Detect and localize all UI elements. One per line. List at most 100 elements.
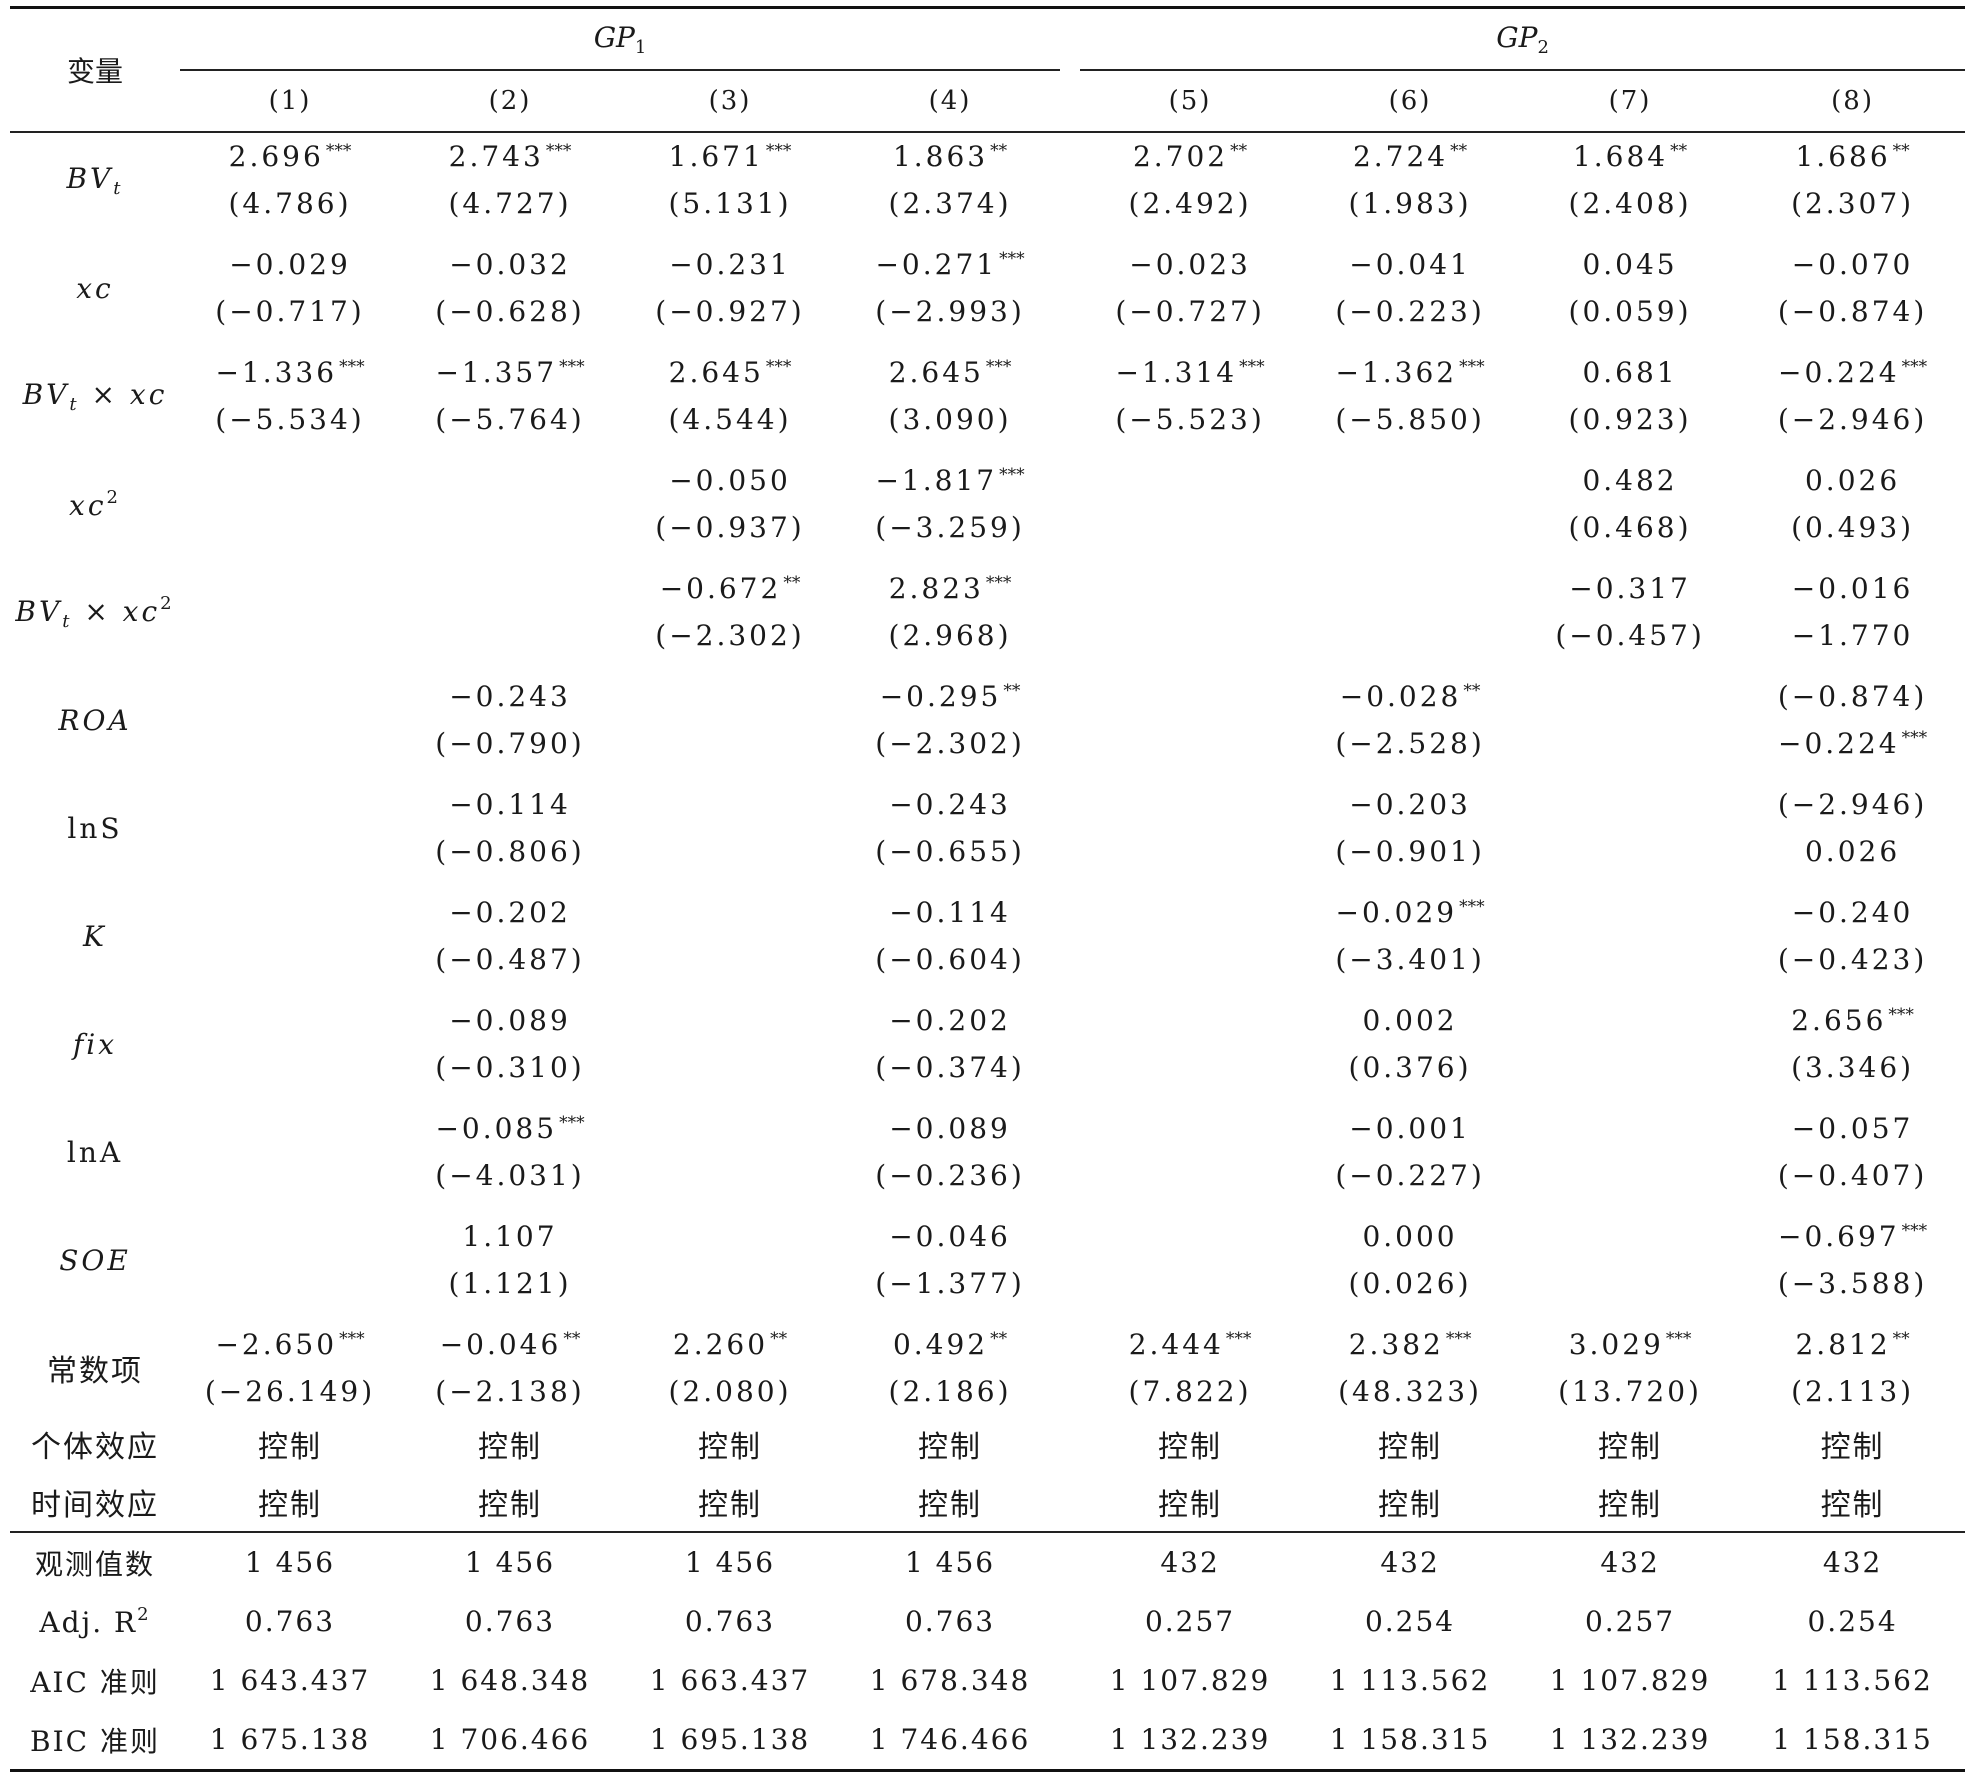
t-statistic-value: (−2.946) [1777,403,1928,436]
coef-cell [620,673,840,720]
stat-cell: 1 678.348 [840,1651,1060,1710]
coef-cell: −0.697 *** [1740,1213,1965,1260]
stat-value: 1 158.315 [1329,1723,1491,1756]
coefficient-value: −0.032 [449,248,571,281]
tstat-cell: (−0.487) [400,936,620,983]
control-label-text: 个体效应 [31,1430,159,1465]
coef-cell [1520,889,1740,936]
stat-cell: 0.254 [1300,1592,1520,1651]
tstat-cell: (−1.377) [840,1260,1060,1307]
significance-stars: *** [1901,1221,1928,1241]
significance-stars: *** [325,141,352,161]
tstat-cell [1080,720,1300,767]
stat-label-text: AIC 准则 [30,1665,160,1699]
t-statistic-value: (−26.149) [204,1375,376,1408]
control-value: 控制 [478,1488,542,1523]
coefficient-value: −0.114 [449,788,571,821]
column-gap [1060,70,1081,133]
stat-value: 1 132.239 [1109,1723,1271,1756]
coef-cell: −0.089 [840,1105,1060,1152]
tstat-cell: (5.131) [620,180,840,227]
control-cell: 控制 [1300,1473,1521,1533]
tstat-cell: (2.968) [840,612,1060,659]
stat-value: 1 695.138 [649,1723,811,1756]
tstat-cell: (−2.302) [620,612,840,659]
coefficient-value: −0.001 [1349,1112,1471,1145]
stat-value: 1 132.239 [1549,1723,1711,1756]
coef-cell: −1.336 *** [180,349,400,396]
significance-stars: ** [1230,141,1248,161]
tstat-cell: −0.224 *** [1740,720,1965,767]
coefficient-value: −0.243 [889,788,1011,821]
coef-cell: 2.743 *** [400,132,620,180]
coef-cell [1080,673,1300,720]
row-label-text: xc [76,271,114,305]
row-spacer-cell [10,875,1965,889]
tstat-cell [1080,1044,1300,1091]
control-cell: 控制 [1740,1415,1965,1473]
stat-value: 1 678.348 [869,1664,1031,1697]
coef-cell: 1.107 [400,1213,620,1260]
tstat-cell [400,612,620,659]
row-spacer-cell [10,1307,1965,1321]
t-statistic-value: (2.492) [1128,187,1252,220]
t-statistic-value: (3.346) [1791,1051,1915,1084]
tstat-cell: (−0.874) [1740,288,1965,335]
coef-cell: −1.314 *** [1080,349,1300,396]
coef-cell: −0.202 [400,889,620,936]
tstat-cell: −1.770 [1740,612,1965,659]
coef-cell [1080,781,1300,828]
t-statistic-value: (−0.717) [215,295,365,328]
coef-cell: 2.724 ** [1300,132,1520,180]
significance-stars: *** [559,1113,585,1133]
t-statistic-value: (−0.227) [1335,1159,1485,1192]
t-statistic-value: (0.376) [1348,1051,1472,1084]
coef-cell: −0.203 [1300,781,1520,828]
column-gap [1060,1651,1080,1710]
stat-cell: 0.254 [1740,1592,1965,1651]
tstat-cell [620,1044,840,1091]
variable-header-label: 变量 [66,55,123,88]
coefficient-value: 0.002 [1362,1004,1458,1037]
tstat-row-xc: (−0.717) (−0.628) (−0.927) (−2.993) (−0.727)… [10,288,1965,335]
coefficient-value: 2.702 [1132,140,1229,173]
stat-row-aic: AIC 准则 1 643.437 1 648.348 1 663.437 1 678.3… [10,1651,1965,1710]
row-label-subscript: t [69,393,80,415]
row-label-superscript: 2 [160,592,175,614]
row-spacer [10,335,1965,349]
t-statistic-value: (13.720) [1558,1375,1702,1408]
coef-cell: 2.382 *** [1300,1321,1520,1368]
significance-stars: ** [1670,141,1688,161]
stat-cell: 0.763 [620,1592,840,1651]
t-statistic-value: (−5.850) [1335,403,1485,436]
t-statistic-value: (−3.259) [875,511,1025,544]
tstat-cell: (2.374) [840,180,1060,227]
column-number: (7) [1608,86,1652,116]
coef-cell: 0.000 [1300,1213,1520,1260]
coef-cell: −0.050 [620,457,840,504]
t-statistic-value: (2.408) [1568,187,1692,220]
coefficient-value: 2.823 [888,572,984,605]
column-gap [1060,1415,1080,1473]
tstat-row-bvt_xc2: (−2.302) (2.968) (−0.457) −1.770 [10,612,1965,659]
t-statistic-value: (−0.628) [435,295,585,328]
t-statistic-value: (−0.604) [875,943,1025,976]
coef-cell: −0.114 [840,889,1060,936]
column-gap [1060,1368,1080,1415]
column-gap [1060,781,1080,828]
coef-cell: −0.041 [1300,241,1520,288]
coefficient-value: −0.046 [439,1328,562,1361]
stat-value: 1 113.562 [1329,1664,1491,1697]
coef-cell: −0.057 [1740,1105,1965,1152]
stat-cell: 1 107.829 [1520,1651,1740,1710]
coefficient-value: 0.482 [1582,464,1678,497]
tstat-cell [1520,1044,1740,1091]
t-statistic-value: (−0.407) [1777,1159,1928,1192]
column-gap [1060,1105,1080,1152]
tstat-cell: (−0.236) [840,1152,1060,1199]
coef-cell [1080,457,1300,504]
coefficient-value: 2.812 [1795,1328,1891,1361]
tstat-cell: (−0.457) [1520,612,1740,659]
coef-cell: 1.671 *** [620,132,840,180]
column-gap [1060,1592,1080,1651]
